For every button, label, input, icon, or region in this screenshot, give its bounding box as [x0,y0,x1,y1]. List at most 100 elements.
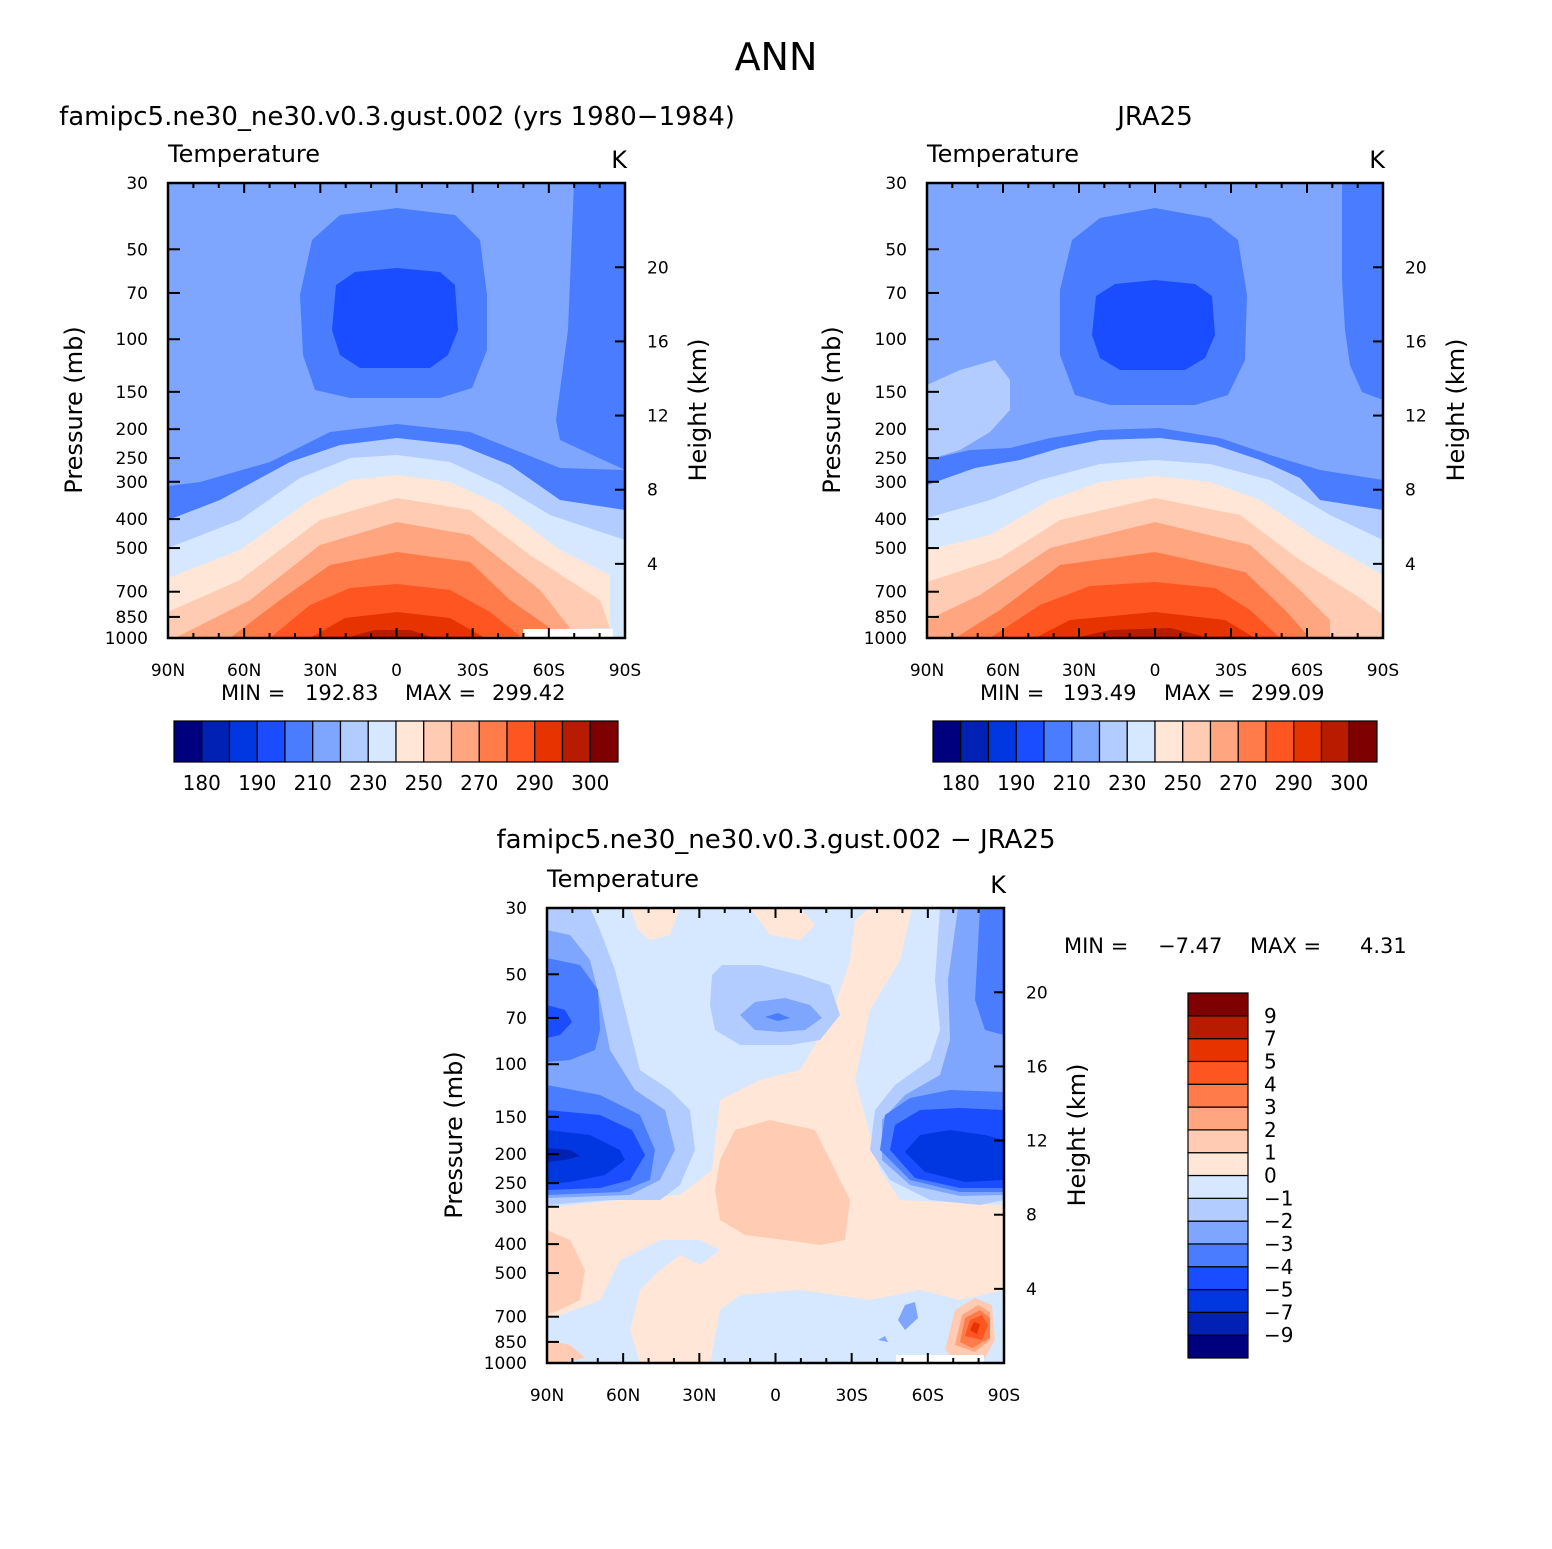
colorbar-swatch [256,720,286,763]
colorbar-swatch [1187,1083,1249,1108]
colorbar-label: 5 [1264,1049,1277,1073]
y-right-tick-label: 12 [1026,1132,1048,1152]
level-fill [547,958,600,1062]
max-value: 299.42 [492,681,565,705]
max-label: MAX = [405,681,476,705]
y-tick-label: 500 [495,1264,527,1284]
y-tick-label: 50 [126,240,148,260]
colorbar-swatch [1320,720,1350,763]
colorbar-label: −9 [1264,1323,1293,1347]
y-tick-label: 500 [875,539,907,559]
level-fill [905,1130,1004,1182]
y-tick-label: 300 [116,473,148,493]
colorbar-swatch [1187,1243,1249,1268]
y-right-axis-label: Height (km) [1442,339,1470,482]
y-right-ticks: 20 16 12 8 4 [615,258,669,575]
x-tick-label: 90N [151,661,185,681]
level-fill [547,1230,585,1314]
level-fill [556,183,625,470]
colorbar-swatch [1348,720,1378,763]
y-tick-label: 150 [116,383,148,403]
colorbar: 180 190 210 230 250 270 290 300 [173,720,619,795]
level-fill [332,268,458,368]
level-fill [630,908,680,940]
colorbar-swatch [173,720,203,763]
y-right-tick-label: 8 [1405,481,1416,501]
min-label: MIN = [1064,934,1128,958]
y-tick-label: 30 [885,174,907,194]
y-right-tick-label: 8 [647,481,658,501]
y-tick-label: 400 [116,510,148,530]
y-tick-label: 850 [495,1333,527,1353]
colorbar-swatch [1265,720,1295,763]
y-tick-label: 250 [875,449,907,469]
y-tick-label: 850 [116,608,148,628]
y-tick-label: 300 [875,473,907,493]
x-tick-label: 90S [988,1386,1020,1406]
y-tick-label: 30 [505,899,527,919]
level-fill [750,908,815,940]
y-tick-label: 1000 [864,629,907,649]
y-tick-label: 200 [495,1145,527,1165]
level-fill [960,1232,1002,1258]
x-tick-label: 30S [835,1386,867,1406]
y-right-ticks: 20 16 12 8 4 [1373,258,1427,575]
y-right-tick-label: 16 [1026,1057,1048,1077]
colorbar-swatch [987,720,1017,763]
y-tick-label: 100 [116,330,148,350]
colorbar-swatch [589,720,619,763]
y-right-tick-label: 20 [647,258,669,278]
contour-field [547,908,1004,1363]
level-fill [927,360,1010,460]
missing-data [523,629,613,638]
colorbar-swatch [1187,1197,1249,1222]
colorbar-label: −7 [1264,1300,1293,1324]
y-right-axis-label: Height (km) [684,339,712,482]
colorbar-swatch [534,720,564,763]
y-right-tick-label: 8 [1026,1206,1037,1226]
colorbar-swatch [1187,1311,1249,1336]
min-value: 193.49 [1063,681,1136,705]
colorbar-swatch [932,720,962,763]
colorbar-label: 250 [1164,771,1202,795]
colorbar-swatch [1187,1174,1249,1199]
colorbar-swatch [1154,720,1184,763]
y-tick-label: 150 [495,1108,527,1128]
x-tick-label: 90S [609,661,641,681]
colorbar-label: 2 [1264,1118,1277,1142]
contour-field [168,183,625,638]
max-value: 4.31 [1360,934,1407,958]
y-tick-label: 1000 [105,629,148,649]
colorbar-label: 230 [349,771,387,795]
colorbar-swatch [1187,1015,1249,1040]
colorbar-swatch [1071,720,1101,763]
y-tick-label: 70 [885,284,907,304]
level-fill [970,1322,980,1334]
panel-title: JRA25 [1115,102,1193,132]
missing-data [896,1355,984,1363]
variable-label: Temperature [546,865,699,893]
colorbar-label: 7 [1264,1027,1277,1051]
colorbar-label: 210 [1053,771,1091,795]
colorbar-label: 250 [405,771,443,795]
colorbar-swatch [423,720,453,763]
max-label: MAX = [1164,681,1235,705]
colorbar-swatch [478,720,508,763]
y-tick-label: 70 [126,284,148,304]
y-tick-label: 200 [875,420,907,440]
y-tick-label: 100 [495,1055,527,1075]
x-tick-label: 30N [303,661,337,681]
x-tick-label: 30N [682,1386,716,1406]
x-tick-label: 0 [391,661,402,681]
max-label: MAX = [1250,934,1321,958]
colorbar-label: 290 [516,771,554,795]
y-tick-label: 400 [495,1235,527,1255]
colorbar-label: 190 [997,771,1035,795]
y-tick-label: 400 [875,510,907,530]
colorbar-swatch [1237,720,1267,763]
panel-title: famipc5.ne30_ne30.v0.3.gust.002 (yrs 198… [59,102,735,132]
colorbar-label: −4 [1264,1255,1293,1279]
y-tick-label: 30 [126,174,148,194]
